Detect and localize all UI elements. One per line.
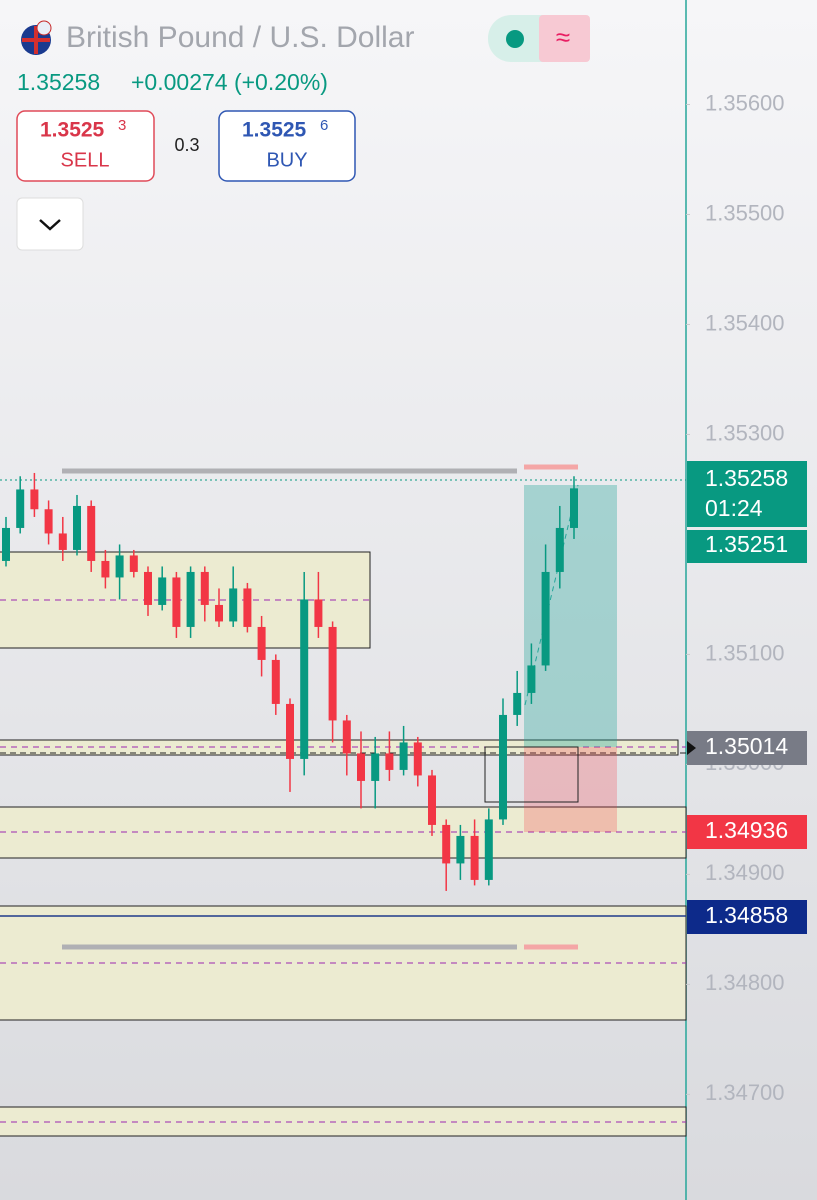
candle-body bbox=[413, 742, 422, 776]
candle-body bbox=[371, 753, 380, 781]
line-price: 1.34858 bbox=[705, 902, 788, 928]
candle-body bbox=[555, 527, 564, 572]
candles bbox=[2, 472, 578, 891]
candle-body bbox=[58, 533, 67, 550]
candle-body bbox=[243, 588, 252, 627]
y-tick-label: 1.35300 bbox=[705, 420, 785, 445]
market-open-dot bbox=[506, 30, 524, 48]
box bbox=[484, 746, 579, 803]
candle-body bbox=[513, 692, 522, 715]
sell-label: SELL bbox=[61, 149, 110, 171]
candle-body bbox=[186, 571, 195, 627]
last-price-tag bbox=[687, 461, 807, 527]
y-tick-label: 1.35400 bbox=[705, 310, 785, 335]
line-tag bbox=[687, 900, 807, 934]
drawings bbox=[0, 464, 687, 1137]
candle-body bbox=[300, 599, 309, 759]
candle-body bbox=[328, 626, 337, 721]
candle-body bbox=[385, 753, 394, 770]
last-price: 1.35258 bbox=[705, 465, 788, 491]
candle-body bbox=[342, 720, 351, 754]
candle-body bbox=[428, 775, 436, 825]
wave-icon: ≈ bbox=[556, 22, 570, 52]
y-tick-label: 1.35600 bbox=[705, 90, 785, 115]
chevron bbox=[39, 219, 61, 231]
candle-body bbox=[2, 527, 10, 561]
candle-body bbox=[200, 571, 209, 605]
candle-body bbox=[73, 505, 81, 550]
line-tag bbox=[687, 815, 807, 849]
candle-body bbox=[484, 819, 493, 880]
candle-body bbox=[16, 489, 25, 528]
bid-tag bbox=[687, 530, 807, 563]
profit-zone bbox=[524, 485, 617, 747]
candle-body bbox=[257, 626, 266, 660]
candle-body bbox=[87, 505, 96, 561]
buy-price: 1.3525 bbox=[242, 119, 307, 142]
candle-body bbox=[101, 560, 110, 578]
bid-price: 1.35251 bbox=[705, 531, 788, 557]
sell-pip: 3 bbox=[118, 117, 126, 134]
candle-body bbox=[115, 555, 124, 578]
buy-label: BUY bbox=[266, 149, 307, 171]
candle-body bbox=[399, 742, 408, 770]
candle-body bbox=[499, 714, 507, 820]
candle-body bbox=[442, 824, 451, 864]
candle-body bbox=[570, 488, 578, 528]
candle-body bbox=[158, 577, 167, 605]
flag-cross bbox=[22, 26, 50, 54]
candle-body bbox=[456, 835, 465, 864]
marker bbox=[687, 741, 696, 755]
price-axis: 1.35600 1.35500 1.35400 1.35300 1.35100 1.350… bbox=[686, 90, 785, 1105]
candle-body bbox=[286, 703, 294, 759]
line-price: 1.34936 bbox=[705, 817, 788, 843]
y-tick-label: 1.35500 bbox=[705, 200, 785, 225]
y-tick-label: 1.34700 bbox=[705, 1080, 785, 1105]
price-tags: 1.35258 01:24 1.35251 1.35014 1.34936 1.… bbox=[687, 461, 807, 934]
symbol-title: British Pound / U.S. Dollar bbox=[66, 21, 414, 54]
loss-zone bbox=[524, 747, 617, 832]
zone bbox=[0, 739, 679, 756]
candle-body bbox=[30, 489, 39, 510]
buy-button[interactable] bbox=[218, 110, 356, 182]
last-price: 1.35258 bbox=[17, 69, 100, 95]
toggle-right[interactable] bbox=[539, 15, 590, 62]
sell-button[interactable] bbox=[16, 110, 155, 182]
candle-body bbox=[144, 571, 152, 605]
y-tick-label: 1.34900 bbox=[705, 860, 785, 885]
candle-body bbox=[470, 835, 479, 880]
sell-price: 1.3525 bbox=[40, 119, 105, 142]
candle-body bbox=[357, 753, 365, 781]
candle-body bbox=[314, 599, 323, 627]
candle-body bbox=[229, 588, 238, 622]
dropdown-button[interactable] bbox=[16, 197, 84, 251]
countdown: 01:24 bbox=[705, 495, 763, 521]
candle-body bbox=[44, 509, 53, 534]
y-tick-label: 1.34800 bbox=[705, 970, 785, 995]
candle-body bbox=[271, 659, 280, 704]
line-tag bbox=[687, 731, 807, 765]
flag-icon-us bbox=[36, 20, 52, 36]
spread: 0.3 bbox=[174, 135, 199, 155]
buy-pip: 6 bbox=[320, 117, 328, 134]
candle-body bbox=[172, 577, 181, 627]
price-change: +0.00274 (+0.20%) bbox=[131, 69, 328, 95]
candle-body bbox=[541, 571, 550, 666]
candle-body bbox=[215, 604, 223, 622]
line-price: 1.35014 bbox=[705, 733, 788, 759]
y-tick-label: 1.35100 bbox=[705, 640, 785, 665]
header: British Pound / U.S. Dollar ≈ 1.35258 +0… bbox=[16, 15, 590, 251]
candle-body bbox=[129, 555, 138, 572]
candle-body bbox=[527, 665, 536, 693]
